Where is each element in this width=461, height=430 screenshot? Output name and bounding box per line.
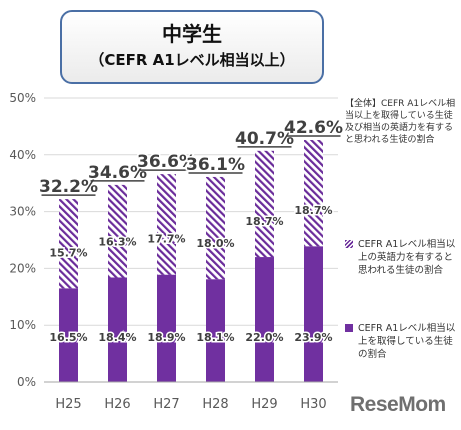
data-label-estimated: 17.7% — [147, 233, 185, 246]
axes: 0% 10% 20% 30% 40% 50% H25 H26 H27 H28 H29 H30 — [9, 91, 338, 412]
x-tick-label: H27 — [153, 397, 179, 412]
bar-acquired — [108, 277, 127, 382]
chart-subtitle: （CEFR A1レベル相当以上） — [89, 51, 295, 69]
legend-header: 【全体】CEFR A1レベル相当以上を取得している生徒及び相当の英語力を有すると… — [345, 99, 456, 145]
bar-estimated — [108, 184, 127, 278]
y-tick-label: 40% — [9, 148, 36, 162]
data-label-acquired: 22.0% — [245, 331, 283, 344]
data-label-estimated: 15.7% — [49, 246, 87, 259]
bar-estimated — [59, 199, 78, 289]
chart-title-box: 中学生 （CEFR A1レベル相当以上） — [60, 10, 324, 84]
chart-title: 中学生 — [162, 22, 222, 46]
bar-estimated — [304, 140, 323, 247]
legend-item-hatched: CEFR A1レベル相当以上の英語力を有すると思われる生徒の割合 — [345, 238, 457, 277]
data-label-acquired: 18.9% — [147, 331, 185, 344]
x-tick-label: H25 — [55, 397, 81, 412]
total-label: 34.6% — [88, 163, 147, 183]
total-label: 36.1% — [186, 155, 245, 175]
x-tick-label: H26 — [104, 397, 130, 412]
legend-hatched-swatch — [345, 240, 353, 248]
bar-acquired — [206, 279, 225, 382]
data-label-acquired: 16.5% — [49, 331, 87, 344]
bar-acquired — [255, 257, 274, 382]
legend-item-solid: CEFR A1レベル相当以上を取得している生徒の割合 — [345, 322, 457, 361]
resemom-logo: ReseMom — [350, 393, 446, 416]
total-label: 42.6% — [284, 118, 343, 138]
bar-estimated — [206, 176, 225, 280]
data-label-acquired: 18.1% — [196, 331, 234, 344]
bar-estimated — [157, 174, 176, 275]
bars — [59, 140, 323, 382]
data-label-estimated: 16.3% — [98, 235, 136, 248]
bar-acquired — [157, 274, 176, 382]
total-label: 36.6% — [137, 152, 196, 172]
total-label: 32.2% — [39, 177, 98, 197]
x-tick-label: H29 — [251, 397, 277, 412]
data-label-acquired: 18.4% — [98, 331, 136, 344]
y-tick-label: 10% — [9, 318, 36, 332]
data-label-acquired: 23.9% — [294, 331, 332, 344]
bar-acquired — [304, 246, 323, 382]
data-label-estimated: 18.7% — [245, 215, 283, 228]
legend-solid-label: CEFR A1レベル相当以上を取得している生徒の割合 — [358, 323, 456, 360]
y-tick-label: 30% — [9, 205, 36, 219]
data-labels: 16.5% 15.7% 32.2% 18.4% 16.3% 34.6% 18.9% 17.7%… — [38, 117, 345, 346]
x-tick-label: H28 — [202, 397, 228, 412]
data-label-estimated: 18.7% — [294, 204, 332, 217]
legend-hatched-label: CEFR A1レベル相当以上の英語力を有すると思われる生徒の割合 — [358, 239, 456, 276]
gridlines — [44, 97, 338, 326]
x-tick-label: H30 — [300, 397, 326, 412]
bar-estimated — [255, 150, 274, 258]
y-tick-label: 0% — [17, 375, 36, 389]
bar-acquired — [59, 288, 78, 382]
y-tick-label: 20% — [9, 261, 36, 275]
data-label-estimated: 18.0% — [196, 237, 234, 250]
y-tick-label: 50% — [9, 91, 36, 105]
total-label: 40.7% — [235, 129, 294, 149]
legend-solid-swatch — [345, 324, 353, 332]
